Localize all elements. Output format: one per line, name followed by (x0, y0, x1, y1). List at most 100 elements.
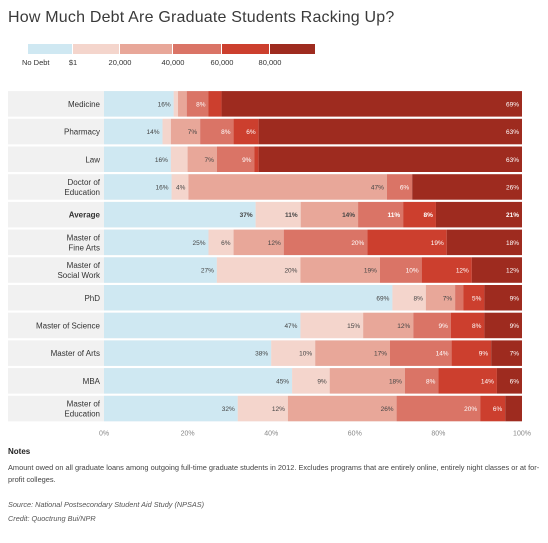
data-label: 8% (472, 323, 482, 330)
data-label: 26% (381, 406, 394, 413)
data-label: 69% (506, 101, 519, 108)
notes-text: Amount owed on all graduate loans among … (8, 462, 540, 486)
x-tick-label: 80% (431, 430, 445, 437)
data-label: 12% (268, 240, 281, 247)
category-label: Medicine (68, 100, 101, 109)
data-label: 8% (221, 129, 231, 136)
data-label: 9% (510, 295, 520, 302)
data-label: 21% (506, 212, 519, 219)
data-label: 16% (156, 184, 169, 191)
data-label: 38% (255, 351, 268, 358)
data-label: 12% (456, 268, 469, 275)
bar-segment (104, 396, 238, 422)
data-label: 20% (284, 268, 297, 275)
bar-segment (505, 396, 522, 422)
data-label: 25% (192, 240, 205, 247)
data-label: 11% (388, 212, 401, 219)
data-label: 6% (493, 406, 503, 413)
stacked-bar-chart: Medicine 16% 8% 69% Pharmacy 14% 7% 8% 6% 63% Law 1… (0, 0, 548, 440)
bar-segment (171, 147, 188, 173)
bar-segment (259, 147, 522, 173)
data-label: 27% (201, 268, 214, 275)
category-label: Master of Education (64, 400, 100, 419)
data-label: 5% (472, 295, 482, 302)
bar-segment (178, 91, 187, 117)
data-label: 10% (406, 268, 419, 275)
data-label: 12% (272, 406, 285, 413)
data-label: 20% (464, 406, 477, 413)
data-label: 18% (506, 240, 519, 247)
bar-segment (254, 147, 258, 173)
bar-segment (104, 368, 292, 394)
data-label: 26% (506, 184, 519, 191)
data-label: 69% (376, 295, 389, 302)
x-tick-label: 100% (513, 430, 531, 437)
data-label: 6% (510, 378, 520, 385)
category-label: Doctor of Education (64, 178, 100, 197)
source-text: Source: National Postsecondary Student A… (8, 500, 204, 509)
data-label: 7% (510, 351, 520, 358)
category-label: Master of Science (36, 321, 101, 330)
data-label: 8% (426, 378, 436, 385)
data-label: 7% (204, 157, 214, 164)
data-label: 6% (400, 184, 410, 191)
data-label: 18% (389, 378, 402, 385)
bar-segment (455, 285, 463, 311)
bar-segment (104, 285, 392, 311)
data-label: 6% (221, 240, 231, 247)
data-label: 8% (424, 212, 434, 219)
data-label: 14% (342, 212, 355, 219)
data-label: 45% (276, 378, 289, 385)
data-label: 17% (374, 351, 387, 358)
data-label: 15% (347, 323, 360, 330)
category-label: PhD (84, 294, 100, 303)
notes-title: Notes (8, 447, 30, 456)
data-label: 9% (439, 323, 449, 330)
x-tick-label: 20% (181, 430, 195, 437)
data-label: 11% (285, 212, 298, 219)
bar-segment (163, 119, 171, 145)
data-label: 9% (510, 323, 520, 330)
data-label: 10% (299, 351, 312, 358)
category-label: Law (85, 155, 100, 164)
bar-segment (104, 313, 300, 339)
data-label: 19% (431, 240, 444, 247)
data-label: 19% (364, 268, 377, 275)
data-label: 7% (443, 295, 453, 302)
bar-segment (104, 340, 271, 366)
category-label: Master of Arts (51, 349, 100, 358)
data-label: 14% (436, 351, 449, 358)
data-label: 20% (351, 240, 364, 247)
data-label: 12% (397, 323, 410, 330)
data-label: 6% (246, 129, 256, 136)
bar-segment (209, 91, 222, 117)
data-label: 9% (479, 351, 489, 358)
category-label: Pharmacy (64, 128, 100, 137)
x-tick-label: 60% (348, 430, 362, 437)
data-label: 47% (371, 184, 384, 191)
data-label: 4% (176, 184, 186, 191)
category-label: Master of Fine Arts (67, 233, 101, 252)
bar-segment (259, 119, 522, 145)
data-label: 16% (155, 157, 168, 164)
data-label: 12% (506, 268, 519, 275)
data-label: 37% (240, 212, 253, 219)
x-tick-label: 0% (99, 430, 109, 437)
bar-segment (104, 202, 256, 228)
x-tick-label: 40% (264, 430, 278, 437)
data-label: 8% (413, 295, 423, 302)
data-label: 14% (481, 378, 494, 385)
data-label: 9% (317, 378, 327, 385)
data-label: 16% (158, 101, 171, 108)
bar-segment (188, 174, 386, 200)
data-label: 14% (147, 129, 160, 136)
category-label: Average (69, 211, 101, 220)
data-label: 63% (506, 157, 519, 164)
data-label: 9% (242, 157, 252, 164)
bar-segment (222, 91, 522, 117)
data-label: 32% (222, 406, 235, 413)
data-label: 47% (284, 323, 297, 330)
data-label: 63% (506, 129, 519, 136)
credit-text: Credit: Quoctrung Bui/NPR (8, 514, 96, 523)
data-label: 7% (188, 129, 198, 136)
